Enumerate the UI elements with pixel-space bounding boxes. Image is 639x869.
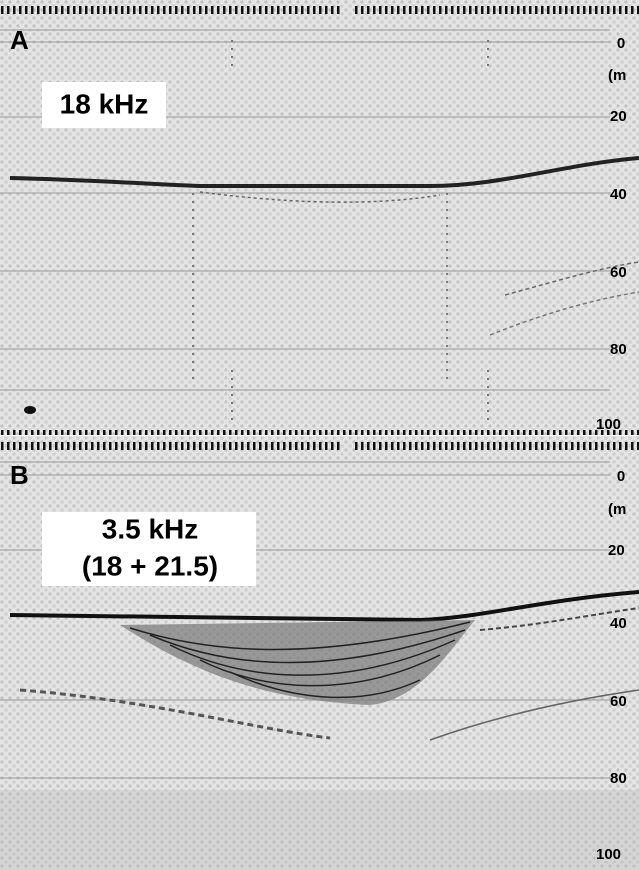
panel-b: B 3.5 kHz (18 + 21.5) 0 (m 20 40 60 80 1…: [0, 436, 639, 869]
echogram-background: [0, 0, 639, 435]
depth-label: 40: [610, 615, 627, 632]
frequency-label: 18 kHz: [60, 88, 149, 119]
depth-label: 40: [610, 186, 627, 203]
depth-unit: (m: [608, 67, 626, 84]
depth-unit: (m: [608, 501, 626, 518]
depth-label: 0: [617, 35, 625, 52]
panel-border: [0, 430, 639, 435]
depth-label: 20: [608, 542, 625, 559]
depth-label: 20: [610, 108, 627, 125]
deep-noise: [0, 790, 639, 869]
time-marks: [0, 6, 340, 14]
depth-label: 100: [596, 416, 621, 433]
depth-label: 60: [610, 264, 627, 281]
page: {"panels": [ {"letter": "A", "label": "1…: [0, 0, 639, 869]
depth-label: 100: [596, 846, 621, 863]
frequency-label: 3.5 kHz: [102, 513, 199, 544]
depth-label: 60: [610, 693, 627, 710]
depth-label: 80: [610, 770, 627, 787]
depth-label: 0: [617, 468, 625, 485]
artifact: [24, 406, 36, 414]
frequency-label: (18 + 21.5): [82, 550, 218, 581]
panel-letter: B: [10, 460, 29, 490]
time-marks: [355, 6, 639, 14]
figure: A 18 kHz 0 (m 20 40 60 80 100: [0, 0, 639, 869]
depth-label: 80: [610, 341, 627, 358]
time-marks: [0, 442, 340, 450]
panel-letter: A: [10, 25, 29, 55]
panel-a: A 18 kHz 0 (m 20 40 60 80 100: [0, 0, 639, 435]
time-marks: [355, 442, 639, 450]
